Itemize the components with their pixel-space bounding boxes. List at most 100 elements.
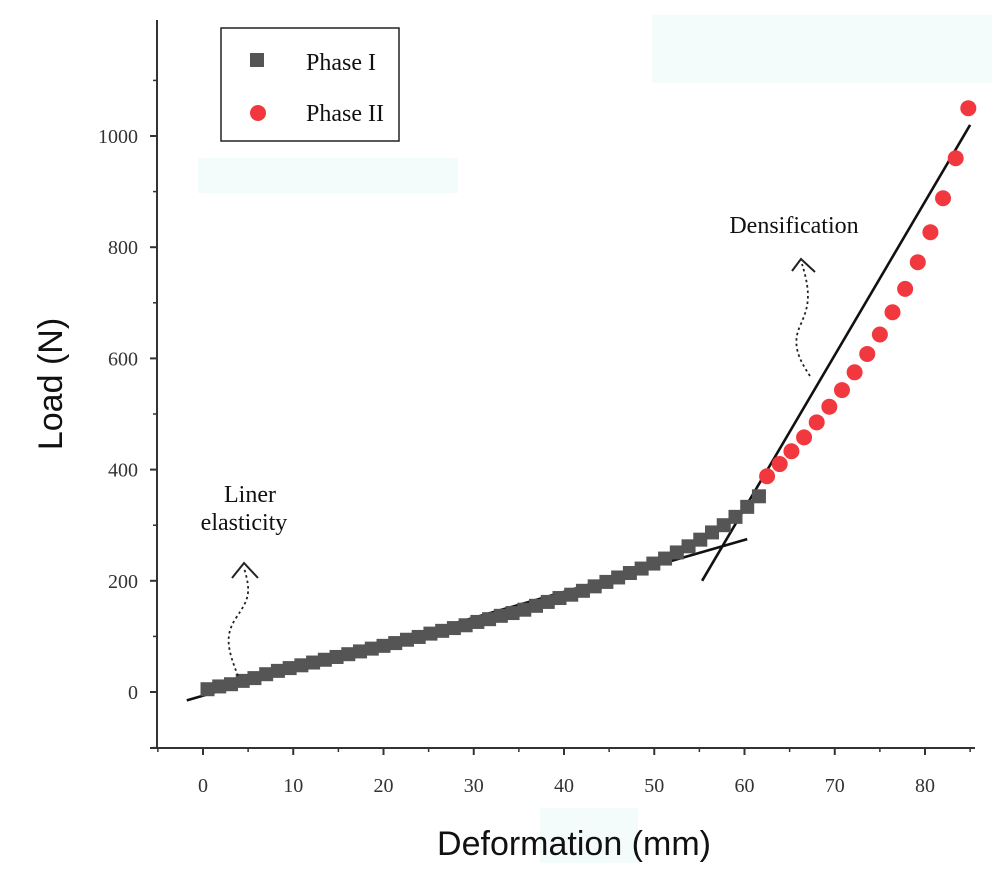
y-tick-label: 1000 [98,126,138,148]
liner-elasticity-arrow [227,561,259,677]
x-tick-label: 50 [644,775,664,797]
annotation-elasticity: elasticity [201,510,288,536]
data-point-phase-1 [399,632,414,647]
series-layer [200,100,977,697]
data-point-phase-1 [505,606,520,621]
legend-label-phase-1: Phase I [306,50,376,76]
y-ticks: 0 200 400 600 800 1000 [98,79,157,749]
x-tick-label: 30 [464,775,484,797]
data-point-phase-2 [808,414,825,431]
data-point-phase-2 [922,224,939,241]
data-point-phase-1 [270,663,285,678]
data-point-phase-1 [470,614,485,629]
data-point-phase-2 [796,429,813,446]
x-tick-label: 60 [735,775,755,797]
data-point-phase-1 [353,644,368,659]
data-point-phase-1 [622,566,637,581]
data-point-phase-2 [821,398,838,415]
legend: Phase I Phase II [220,27,400,142]
data-point-phase-2 [759,468,776,485]
data-point-phase-1 [517,602,532,617]
data-point-phase-1 [751,489,766,504]
data-point-phase-1 [376,638,391,653]
data-point-phase-1 [705,525,720,540]
data-point-phase-1 [458,618,473,633]
data-point-phase-2 [859,345,876,362]
data-point-phase-1 [223,677,238,692]
x-ticks: 0 10 20 30 40 50 60 70 80 [157,748,971,797]
y-tick-label: 200 [108,571,138,593]
data-point-phase-2 [833,382,850,399]
data-point-phase-1 [482,612,497,627]
x-tick-label: 20 [374,775,394,797]
data-point-phase-1 [646,556,661,571]
data-point-phase-2 [935,190,952,207]
data-point-phase-1 [634,561,649,576]
data-point-phase-2 [947,150,964,167]
data-point-phase-2 [871,326,888,343]
data-point-phase-1 [658,551,673,566]
data-point-phase-1 [364,641,379,656]
data-point-phase-1 [411,629,426,644]
data-point-phase-1 [212,679,227,694]
data-point-phase-1 [282,661,297,676]
data-point-phase-1 [540,594,555,609]
x-tick-label: 40 [554,775,574,797]
data-point-phase-1 [235,673,250,688]
data-point-phase-1 [493,608,508,623]
data-point-phase-1 [599,574,614,589]
data-point-phase-1 [435,623,450,638]
data-point-phase-2 [909,254,926,271]
data-point-phase-1 [529,598,544,613]
data-point-phase-1 [611,570,626,585]
data-point-phase-1 [446,621,461,636]
data-point-phase-2 [783,443,800,460]
densification-arrow [791,257,816,377]
data-point-phase-1 [552,591,567,606]
data-point-phase-2 [897,280,914,297]
data-point-phase-1 [693,532,708,547]
x-tick-label: 70 [825,775,845,797]
legend-box [220,27,400,142]
annotation-densification: Densification [729,213,858,239]
background-patch [652,15,992,83]
x-axis-title: Deformation (mm) [437,825,711,863]
data-point-phase-1 [247,671,262,686]
data-point-phase-1 [716,518,731,533]
data-point-phase-1 [728,509,743,524]
y-tick-label: 600 [108,348,138,370]
y-tick-label: 0 [128,682,138,704]
legend-label-phase-2: Phase II [306,101,384,127]
data-point-phase-1 [317,652,332,667]
legend-marker-phase-2 [250,105,266,121]
data-point-phase-1 [575,583,590,598]
data-point-phase-1 [740,499,755,514]
data-point-phase-1 [306,655,321,670]
data-point-phase-1 [423,626,438,641]
data-point-phase-2 [960,100,977,117]
data-point-phase-1 [564,587,579,602]
data-point-phase-1 [294,658,309,673]
data-point-phase-1 [587,579,602,594]
x-tick-label: 0 [198,775,208,797]
data-point-phase-1 [341,647,356,662]
data-point-phase-1 [329,649,344,664]
data-point-phase-2 [771,456,788,473]
x-tick-label: 10 [283,775,303,797]
data-point-phase-1 [388,636,403,651]
y-axis-title: Load (N) [32,318,70,450]
legend-marker-phase-1 [250,53,264,67]
x-tick-label: 80 [915,775,935,797]
annotation-liner: Liner [224,482,276,508]
data-point-phase-2 [884,304,901,321]
y-tick-label: 400 [108,460,138,482]
y-tick-label: 800 [108,237,138,259]
data-point-phase-2 [846,364,863,381]
background-patch [540,808,638,863]
background-patch [198,158,458,193]
data-point-phase-1 [259,667,274,682]
data-point-phase-1 [669,545,684,560]
data-point-phase-1 [681,539,696,554]
